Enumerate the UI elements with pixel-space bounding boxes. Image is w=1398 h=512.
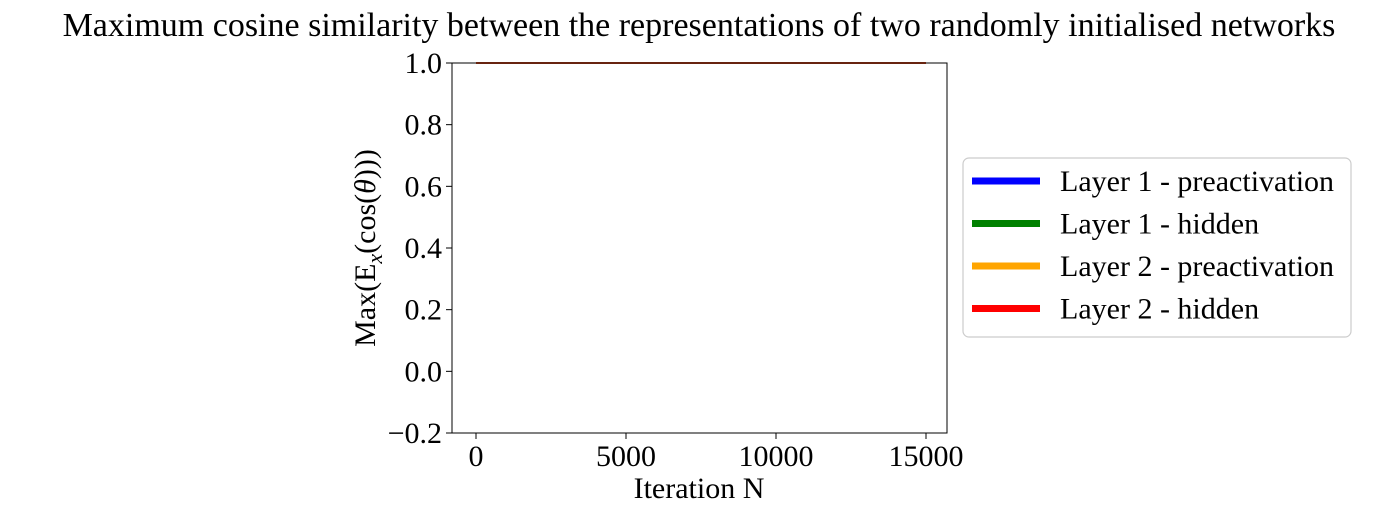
y-tick-label: 0.0 xyxy=(405,355,443,388)
y-tick-label: −0.2 xyxy=(388,417,442,450)
legend-label: Layer 1 - hidden xyxy=(1060,208,1259,241)
x-tick-label: 15000 xyxy=(889,440,964,473)
y-tick-label: 0.8 xyxy=(405,109,443,142)
legend-label: Layer 2 - hidden xyxy=(1060,293,1259,326)
chart-title: Maximum cosine similarity between the re… xyxy=(63,7,1336,44)
legend: Layer 1 - preactivation Layer 1 - hidden L… xyxy=(962,157,1352,338)
legend-label: Layer 2 - preactivation xyxy=(1060,250,1334,283)
x-tick-label: 5000 xyxy=(596,440,656,473)
y-tick-label: 0.4 xyxy=(405,232,443,265)
y-tick-label: 1.0 xyxy=(405,47,443,80)
y-tick-label: 0.6 xyxy=(405,170,443,203)
legend-box xyxy=(962,157,1352,338)
x-axis-ticks: 0 5000 10000 15000 xyxy=(469,433,964,473)
x-tick-label: 0 xyxy=(469,440,484,473)
y-axis-label: Max(Ex(cos(θ))) xyxy=(349,149,387,347)
x-axis-label: Iteration N xyxy=(634,472,765,505)
legend-label: Layer 1 - preactivation xyxy=(1060,165,1334,198)
plot-area xyxy=(452,63,947,433)
y-axis-ticks: −0.2 0.0 0.2 0.4 0.6 0.8 1.0 xyxy=(388,47,452,450)
y-tick-label: 0.2 xyxy=(405,294,443,327)
x-tick-label: 10000 xyxy=(739,440,814,473)
